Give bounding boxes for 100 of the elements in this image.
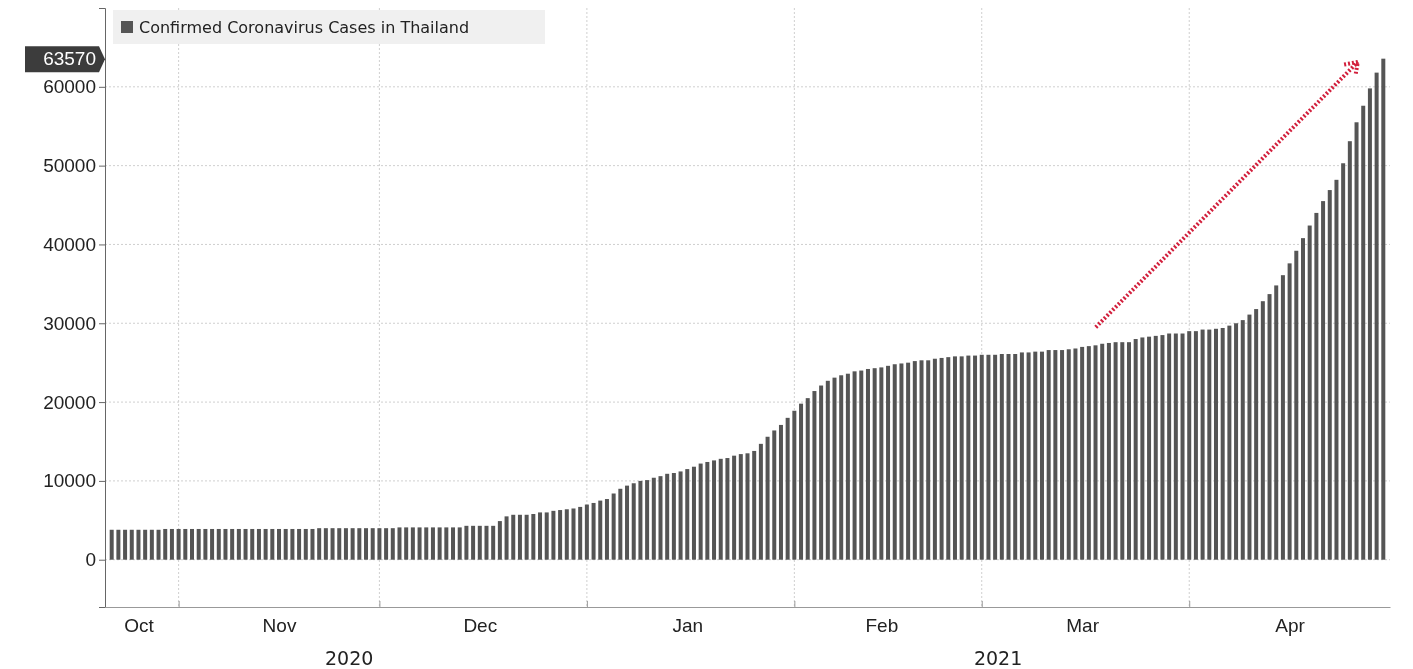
bar <box>1207 329 1212 560</box>
x-tick-label: Feb <box>865 615 899 637</box>
bar <box>256 528 261 560</box>
bar <box>932 358 937 560</box>
bar <box>906 362 911 560</box>
bar <box>216 528 221 560</box>
bar <box>671 473 676 560</box>
bar <box>437 527 442 560</box>
bar <box>504 516 509 560</box>
bar <box>892 364 897 560</box>
bar <box>424 527 429 560</box>
bar <box>230 528 235 560</box>
bar <box>691 466 696 560</box>
bar <box>658 476 663 560</box>
bar <box>1193 331 1198 560</box>
bar <box>517 514 522 560</box>
bar <box>872 368 877 560</box>
bar <box>645 480 650 560</box>
bar <box>986 354 991 560</box>
bar <box>805 398 810 560</box>
bar <box>852 371 857 560</box>
bar <box>1013 354 1018 560</box>
bar <box>109 529 114 560</box>
text: 2021 <box>973 647 1023 669</box>
bar <box>1019 352 1024 560</box>
bar <box>1334 179 1339 560</box>
bar <box>1220 327 1225 560</box>
bar <box>631 483 636 560</box>
bar <box>966 355 971 560</box>
bar <box>397 527 402 560</box>
bar <box>899 363 904 560</box>
bar <box>832 377 837 560</box>
bar <box>685 469 690 560</box>
bar <box>1080 346 1085 560</box>
bar <box>812 391 817 560</box>
bar <box>1307 225 1312 560</box>
bar <box>1347 141 1352 560</box>
bar <box>725 458 730 560</box>
bar <box>1147 336 1152 560</box>
bar <box>799 403 804 560</box>
bar <box>1053 350 1058 560</box>
bar <box>765 436 770 560</box>
text: 2020 <box>324 647 374 669</box>
bar <box>1187 331 1192 560</box>
bar <box>183 528 188 560</box>
bar <box>303 528 308 560</box>
y-tick-label: 10000 <box>43 470 96 492</box>
y-tick-label: 30000 <box>43 312 96 334</box>
legend-label: Confirmed Coronavirus Cases in Thailand <box>139 18 470 37</box>
bar <box>290 528 295 560</box>
bar <box>551 510 556 560</box>
bar <box>611 493 616 560</box>
bar <box>926 360 931 560</box>
bar <box>169 528 174 560</box>
bar <box>544 512 549 560</box>
bar <box>404 527 409 560</box>
y-tick-label: 50000 <box>43 155 96 177</box>
bar <box>1106 342 1111 560</box>
bar <box>1227 325 1232 560</box>
bar <box>1180 333 1185 560</box>
bar <box>598 500 603 560</box>
bar <box>270 528 275 560</box>
bar <box>317 528 322 560</box>
bar <box>430 527 435 560</box>
bar <box>1173 333 1178 560</box>
bar <box>1260 301 1265 560</box>
bar <box>618 488 623 560</box>
bar <box>350 528 355 560</box>
bar <box>564 509 569 560</box>
bar <box>1126 342 1131 560</box>
bar <box>712 460 717 560</box>
y-tick-label: 40000 <box>43 234 96 256</box>
bar <box>678 471 683 560</box>
bar <box>176 528 181 560</box>
bar <box>912 361 917 560</box>
bar <box>1153 335 1158 560</box>
bar <box>638 480 643 560</box>
bar <box>584 504 589 560</box>
bar <box>738 454 743 560</box>
bar <box>417 527 422 560</box>
bar <box>511 514 516 560</box>
bar <box>591 502 596 560</box>
bar <box>190 528 195 560</box>
bar <box>364 528 369 560</box>
bar <box>1247 314 1252 560</box>
bar <box>1033 351 1038 560</box>
bar <box>1354 122 1359 560</box>
bar <box>1294 250 1299 560</box>
bar <box>959 356 964 560</box>
bar <box>946 357 951 560</box>
bar <box>1113 342 1118 560</box>
x-tick-label: Apr <box>1275 615 1306 637</box>
bar <box>865 368 870 560</box>
bar <box>1234 323 1239 560</box>
bar <box>390 528 395 560</box>
bar <box>524 514 529 560</box>
bar <box>1026 352 1031 560</box>
bar <box>203 528 208 560</box>
bar <box>143 529 148 560</box>
bar <box>1321 201 1326 560</box>
